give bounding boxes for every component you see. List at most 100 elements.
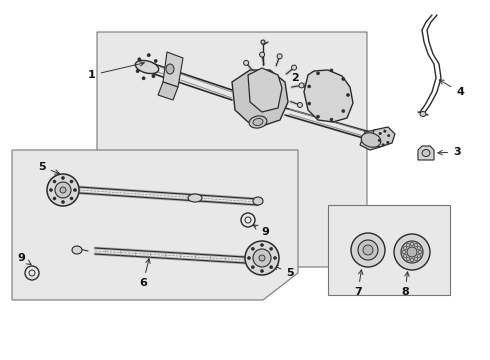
Text: 6: 6: [139, 259, 150, 288]
Ellipse shape: [414, 243, 418, 247]
Ellipse shape: [74, 189, 76, 192]
Ellipse shape: [406, 257, 410, 261]
Ellipse shape: [166, 64, 174, 74]
Ellipse shape: [379, 132, 381, 135]
Polygon shape: [328, 205, 450, 295]
Ellipse shape: [417, 246, 421, 250]
Polygon shape: [163, 52, 183, 87]
Text: 9: 9: [17, 253, 31, 264]
Ellipse shape: [351, 233, 385, 267]
Ellipse shape: [382, 144, 384, 146]
Ellipse shape: [342, 109, 345, 113]
Ellipse shape: [297, 103, 302, 108]
Ellipse shape: [72, 246, 82, 254]
Ellipse shape: [401, 241, 423, 263]
Polygon shape: [418, 146, 434, 160]
Ellipse shape: [388, 134, 390, 137]
Ellipse shape: [70, 197, 73, 200]
Ellipse shape: [403, 254, 407, 258]
Ellipse shape: [245, 241, 279, 275]
Ellipse shape: [414, 257, 418, 261]
Polygon shape: [12, 150, 298, 300]
Ellipse shape: [259, 255, 265, 261]
Ellipse shape: [270, 266, 273, 269]
Ellipse shape: [403, 246, 407, 250]
Ellipse shape: [384, 130, 386, 132]
Ellipse shape: [410, 258, 414, 262]
Ellipse shape: [251, 247, 254, 250]
Ellipse shape: [62, 201, 65, 203]
Ellipse shape: [247, 256, 250, 260]
Ellipse shape: [406, 243, 410, 247]
Ellipse shape: [244, 60, 248, 66]
Ellipse shape: [136, 69, 139, 73]
Ellipse shape: [53, 180, 56, 183]
Text: 7: 7: [354, 270, 363, 297]
Ellipse shape: [62, 176, 65, 180]
Ellipse shape: [142, 77, 145, 80]
Ellipse shape: [361, 133, 381, 147]
Ellipse shape: [53, 197, 56, 200]
Polygon shape: [232, 70, 288, 125]
Ellipse shape: [249, 116, 267, 128]
Ellipse shape: [261, 243, 264, 247]
Ellipse shape: [260, 52, 265, 57]
Ellipse shape: [407, 247, 417, 257]
Ellipse shape: [253, 118, 263, 126]
Ellipse shape: [420, 112, 426, 117]
Text: 5: 5: [273, 265, 294, 278]
Ellipse shape: [147, 54, 150, 57]
Ellipse shape: [253, 249, 271, 267]
Ellipse shape: [342, 77, 345, 80]
Ellipse shape: [317, 72, 319, 75]
Ellipse shape: [270, 247, 273, 250]
Ellipse shape: [394, 234, 430, 270]
Ellipse shape: [138, 58, 141, 61]
Ellipse shape: [47, 174, 79, 206]
Ellipse shape: [277, 54, 282, 59]
Text: 5: 5: [38, 162, 59, 174]
Ellipse shape: [261, 270, 264, 273]
Ellipse shape: [308, 102, 311, 105]
Polygon shape: [304, 70, 353, 122]
Polygon shape: [360, 130, 382, 150]
Ellipse shape: [363, 245, 373, 255]
Ellipse shape: [253, 197, 263, 205]
Ellipse shape: [378, 139, 381, 141]
Ellipse shape: [135, 60, 159, 73]
Ellipse shape: [292, 65, 296, 70]
Polygon shape: [97, 32, 367, 267]
Ellipse shape: [273, 256, 276, 260]
Ellipse shape: [410, 242, 414, 246]
Polygon shape: [248, 68, 282, 112]
Ellipse shape: [188, 194, 202, 202]
Ellipse shape: [70, 180, 73, 183]
Ellipse shape: [49, 189, 52, 192]
Ellipse shape: [402, 250, 406, 254]
Text: 9: 9: [253, 225, 269, 237]
Polygon shape: [370, 127, 395, 147]
Ellipse shape: [418, 250, 422, 254]
Text: 2: 2: [291, 73, 307, 87]
Ellipse shape: [60, 187, 66, 193]
Ellipse shape: [330, 69, 333, 72]
Ellipse shape: [387, 141, 389, 144]
Text: 3: 3: [438, 147, 461, 157]
Ellipse shape: [261, 40, 265, 44]
Ellipse shape: [346, 94, 349, 96]
Polygon shape: [158, 82, 178, 100]
Ellipse shape: [308, 85, 311, 88]
Ellipse shape: [299, 83, 304, 88]
Ellipse shape: [55, 182, 71, 198]
Ellipse shape: [358, 240, 378, 260]
Text: 4: 4: [440, 80, 464, 97]
Ellipse shape: [152, 75, 155, 78]
Text: 1: 1: [88, 62, 144, 80]
Ellipse shape: [251, 266, 254, 269]
Ellipse shape: [330, 118, 333, 121]
Ellipse shape: [422, 149, 430, 157]
Ellipse shape: [154, 59, 157, 63]
Ellipse shape: [317, 115, 319, 118]
Ellipse shape: [417, 254, 421, 258]
Text: 8: 8: [401, 272, 409, 297]
